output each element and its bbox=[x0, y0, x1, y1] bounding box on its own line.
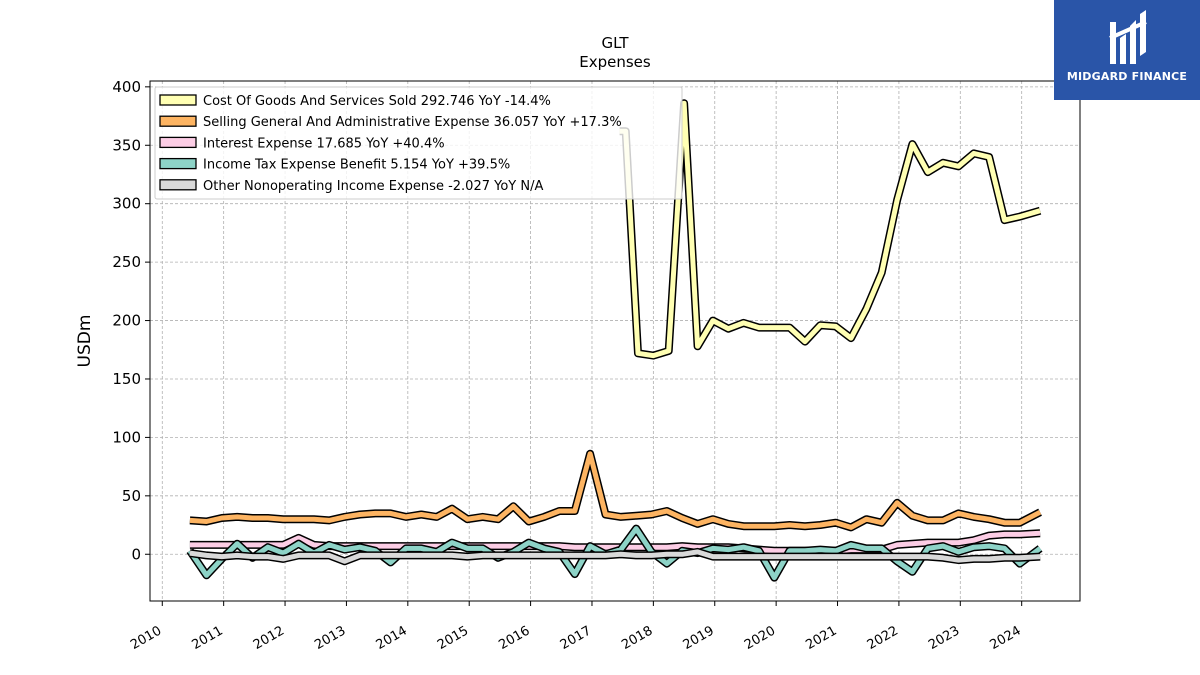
x-tick-label: 2016 bbox=[496, 623, 532, 653]
legend-label-2: Interest Expense 17.685 YoY +40.4% bbox=[203, 136, 445, 151]
legend-swatch-2 bbox=[159, 136, 197, 149]
chart-subtitle: Expenses bbox=[579, 53, 651, 71]
y-tick-label: 300 bbox=[112, 195, 141, 213]
x-tick-label: 2015 bbox=[435, 623, 471, 653]
legend-swatch-1 bbox=[159, 115, 197, 127]
series-line-4 bbox=[189, 549, 1041, 564]
x-tick-label: 2010 bbox=[128, 623, 164, 653]
logo-text: MIDGARD FINANCE bbox=[1066, 70, 1188, 83]
legend-label-4: Other Nonoperating Income Expense -2.027… bbox=[203, 179, 543, 194]
x-tick-label: 2019 bbox=[681, 623, 717, 653]
x-tick-label: 2020 bbox=[742, 623, 778, 653]
legend: Cost Of Goods And Services Sold 292.746 … bbox=[154, 86, 683, 200]
x-tick-label: 2022 bbox=[865, 623, 901, 653]
y-tick-label: 150 bbox=[112, 370, 141, 388]
legend-label-1: Selling General And Administrative Expen… bbox=[203, 115, 622, 130]
y-tick-label: 0 bbox=[131, 545, 141, 563]
y-tick-label: 50 bbox=[122, 487, 141, 505]
x-axis: 2010 2011 2012 2013 2014 2015 2016 2017 2018 2019… bbox=[128, 601, 1024, 653]
legend-swatch-0 bbox=[159, 94, 197, 106]
midgard-finance-logo: MIDGARD FINANCE bbox=[1054, 0, 1200, 100]
legend-swatch-4 bbox=[159, 179, 197, 191]
series-line-1 bbox=[189, 451, 1042, 530]
y-tick-label: 200 bbox=[112, 312, 141, 330]
x-tick-label: 2014 bbox=[374, 623, 410, 653]
x-tick-label: 2024 bbox=[988, 623, 1024, 653]
legend-box bbox=[154, 86, 683, 200]
y-tick-label: 100 bbox=[112, 428, 141, 446]
y-tick-label: 250 bbox=[112, 253, 141, 271]
y-tick-label: 350 bbox=[112, 136, 141, 154]
x-tick-label: 2021 bbox=[803, 623, 839, 653]
series-line-0 bbox=[619, 100, 1041, 359]
plot-frame bbox=[149, 80, 1081, 602]
legend-swatch-3 bbox=[159, 157, 197, 170]
x-tick-label: 2017 bbox=[558, 623, 594, 653]
x-tick-label: 2018 bbox=[619, 623, 655, 653]
legend-label-3: Income Tax Expense Benefit 5.154 YoY +39… bbox=[203, 158, 510, 173]
x-tick-label: 2013 bbox=[312, 623, 348, 653]
y-axis: 0 50 100 150 200 250 300 350 400 bbox=[112, 78, 150, 563]
x-tick-label: 2011 bbox=[190, 623, 226, 653]
x-tick-label: 2023 bbox=[926, 623, 962, 653]
legend-label-0: Cost Of Goods And Services Sold 292.746 … bbox=[203, 94, 551, 109]
y-tick-label: 400 bbox=[112, 78, 141, 96]
x-tick-label: 2012 bbox=[251, 623, 287, 653]
logo-mark-icon bbox=[1109, 10, 1147, 64]
chart-title: GLT bbox=[601, 34, 629, 52]
y-axis-label: USDm bbox=[75, 315, 95, 368]
